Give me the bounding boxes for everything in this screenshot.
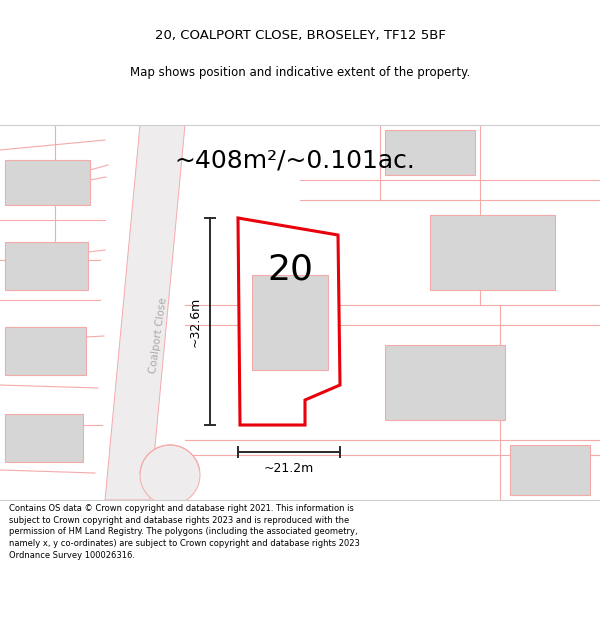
Polygon shape — [238, 218, 340, 425]
Text: Map shows position and indicative extent of the property.: Map shows position and indicative extent… — [130, 66, 470, 79]
Polygon shape — [385, 345, 505, 420]
Circle shape — [140, 445, 200, 505]
Text: ~32.6m: ~32.6m — [189, 296, 202, 347]
Polygon shape — [5, 327, 86, 375]
Polygon shape — [5, 242, 88, 290]
Polygon shape — [5, 160, 90, 205]
Polygon shape — [430, 215, 555, 290]
Text: ~21.2m: ~21.2m — [264, 462, 314, 475]
Text: 20, COALPORT CLOSE, BROSELEY, TF12 5BF: 20, COALPORT CLOSE, BROSELEY, TF12 5BF — [155, 29, 445, 41]
Text: Contains OS data © Crown copyright and database right 2021. This information is
: Contains OS data © Crown copyright and d… — [9, 504, 360, 560]
Text: 20: 20 — [267, 253, 313, 287]
Polygon shape — [252, 275, 328, 370]
Polygon shape — [105, 125, 185, 500]
Polygon shape — [510, 445, 590, 495]
Text: ~408m²/~0.101ac.: ~408m²/~0.101ac. — [175, 148, 415, 172]
Polygon shape — [385, 130, 475, 175]
Polygon shape — [5, 414, 83, 462]
Text: Coalport Close: Coalport Close — [148, 296, 168, 374]
